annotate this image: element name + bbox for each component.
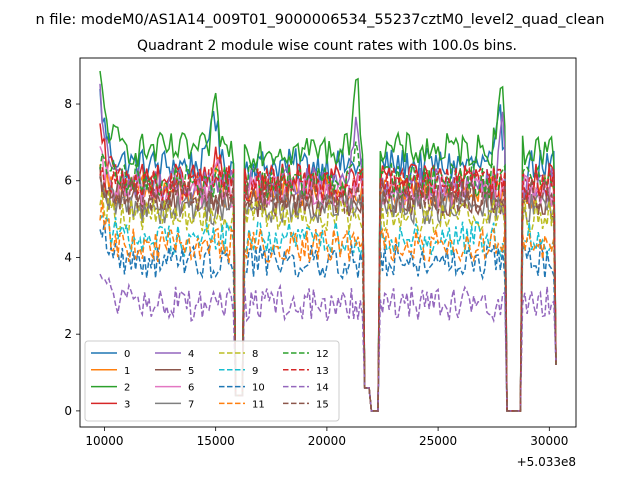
legend-label-0: 0 (124, 349, 130, 360)
series-layer (99, 70, 557, 412)
series-line-15 (99, 176, 557, 412)
y-axis: 0 2 4 6 8 (64, 97, 80, 418)
x-offset-label: +5.033e8 (517, 455, 576, 469)
x-axis: 10000 15000 20000 25000 30000 (85, 427, 568, 448)
chart-title: Quadrant 2 module wise count rates with … (137, 38, 517, 54)
legend-label-1: 1 (124, 366, 130, 377)
series-line-12 (99, 141, 557, 412)
series-line-11 (99, 200, 557, 412)
legend-label-6: 6 (188, 383, 194, 394)
series-line-8 (99, 190, 557, 412)
legend-box (84, 340, 340, 422)
legend-label-11: 11 (252, 399, 265, 410)
legend-label-2: 2 (124, 383, 130, 394)
y-tick-label: 4 (64, 250, 72, 264)
x-tick-label: 10000 (85, 434, 123, 448)
x-tick-label: 25000 (419, 434, 457, 448)
legend-label-15: 15 (316, 399, 329, 410)
legend-label-3: 3 (124, 399, 130, 410)
plot-frame (79, 57, 577, 428)
legend-label-10: 10 (252, 383, 265, 394)
y-tick-label: 6 (64, 174, 72, 188)
legend-label-12: 12 (316, 349, 329, 360)
x-tick-label: 20000 (308, 434, 346, 448)
x-tick-label: 30000 (530, 434, 568, 448)
legend-label-9: 9 (252, 366, 258, 377)
series-line-2 (99, 70, 557, 412)
x-tick-label: 15000 (197, 434, 235, 448)
legend-label-13: 13 (316, 366, 329, 377)
series-line-6 (99, 146, 557, 412)
series-line-10 (99, 220, 557, 412)
y-tick-label: 0 (64, 404, 72, 418)
y-tick-label: 2 (64, 327, 72, 341)
legend-label-4: 4 (188, 349, 194, 360)
series-line-13 (99, 166, 557, 412)
chart-suptitle: n file: modeM0/AS1A14_009T01_9000006534_… (36, 12, 605, 28)
series-line-9 (99, 214, 557, 412)
legend-label-7: 7 (188, 399, 194, 410)
series-line-14 (99, 273, 557, 412)
legend-label-8: 8 (252, 349, 258, 360)
y-tick-label: 8 (64, 97, 72, 111)
legend-label-5: 5 (188, 366, 194, 377)
legend-label-14: 14 (316, 383, 329, 394)
